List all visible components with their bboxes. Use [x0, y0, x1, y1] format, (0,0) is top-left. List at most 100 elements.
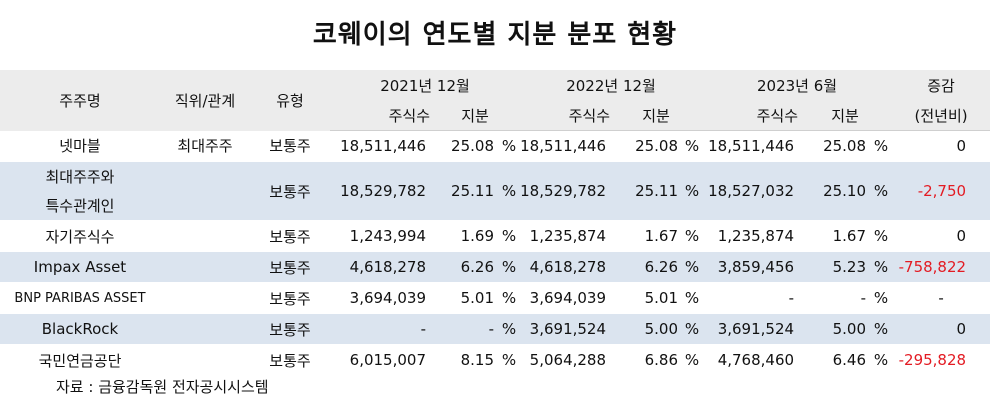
- position-cell: [160, 220, 250, 252]
- header-change-sub: (전년비): [892, 100, 990, 131]
- shares-2021: 4,618,278: [330, 251, 430, 283]
- position-cell: [160, 251, 250, 283]
- percent-2021: %: [498, 161, 521, 221]
- header-stake-2023: 지분: [798, 100, 893, 131]
- percent-2023: %: [870, 161, 893, 221]
- position-cell: [160, 161, 250, 221]
- header-period-2023: 2023년 6월: [702, 70, 893, 100]
- shares-2023: 3,859,456: [702, 251, 799, 283]
- shareholder-name-line: 넷마블: [59, 137, 101, 156]
- shares-2022: 18,511,446: [520, 130, 611, 162]
- change-cell: 0: [892, 313, 990, 345]
- type-cell: 보통주: [250, 130, 330, 162]
- stake-2022: 6.26: [610, 251, 683, 283]
- header-shares-2022: 주식수: [520, 100, 611, 131]
- change-cell: 0: [892, 220, 990, 252]
- percent-2022: %: [682, 251, 703, 283]
- change-cell: -295,828: [892, 344, 990, 376]
- table-row: 넷마블 최대주주 보통주 18,511,446 25.08% 18,511,446 25.0…: [0, 130, 990, 162]
- stake-2021: 1.69: [430, 220, 498, 252]
- type-cell: 보통주: [250, 220, 330, 252]
- header-stake-2022: 지분: [610, 100, 703, 131]
- stake-2021: -: [430, 313, 498, 345]
- table-row: Impax Asset 보통주 4,618,278 6.26% 4,618,278 6.2…: [0, 251, 990, 283]
- stake-2023: 6.46: [798, 344, 871, 376]
- stake-2021: 25.08: [430, 130, 498, 162]
- shareholder-name: 국민연금공단: [0, 344, 160, 376]
- shares-2023: 4,768,460: [702, 344, 799, 376]
- percent-2023: %: [870, 220, 893, 252]
- shares-2021: 1,243,994: [330, 220, 430, 252]
- change-cell: 0: [892, 130, 990, 162]
- percent-2021: %: [498, 282, 521, 314]
- percent-2022: %: [682, 130, 703, 162]
- stake-2023: 1.67: [798, 220, 871, 252]
- header-position: 직위/관계: [160, 70, 250, 131]
- percent-2021: %: [498, 313, 521, 345]
- header-stake-2021: 지분: [430, 100, 521, 131]
- shareholder-name-line: Impax Asset: [33, 258, 127, 276]
- percent-2023: %: [870, 344, 893, 376]
- stake-2021: 6.26: [430, 251, 498, 283]
- header-row-2: 주식수 지분 주식수 지분 주식수 지분 (전년비): [0, 100, 990, 131]
- shareholder-name-line: BlackRock: [41, 320, 119, 338]
- percent-2022: %: [682, 161, 703, 221]
- shareholder-name: Impax Asset: [0, 251, 160, 283]
- table-row: 자기주식수 보통주 1,243,994 1.69% 1,235,874 1.67% 1,23…: [0, 220, 990, 252]
- shares-2022: 1,235,874: [520, 220, 611, 252]
- shares-2023: -: [702, 282, 799, 314]
- percent-2023: %: [870, 313, 893, 345]
- shareholder-name: 자기주식수: [0, 220, 160, 252]
- shares-2023: 18,511,446: [702, 130, 799, 162]
- percent-2022: %: [682, 344, 703, 376]
- shares-2022: 5,064,288: [520, 344, 611, 376]
- stake-2021: 25.11: [430, 161, 498, 221]
- shares-2023: 18,527,032: [702, 161, 799, 221]
- type-cell: 보통주: [250, 313, 330, 345]
- header-shares-2023: 주식수: [702, 100, 799, 131]
- percent-2023: %: [870, 251, 893, 283]
- percent-2021: %: [498, 220, 521, 252]
- source-note: 자료 : 금융감독원 전자공시시스템: [56, 378, 269, 396]
- shareholding-table: 주주명 직위/관계 유형 2021년 12월 2022년 12월 2023년 6…: [0, 70, 990, 376]
- header-shares-2021: 주식수: [330, 100, 430, 131]
- header-type: 유형: [250, 70, 330, 131]
- stake-2022: 25.11: [610, 161, 683, 221]
- stake-2023: 25.08: [798, 130, 871, 162]
- stake-2023: 5.00: [798, 313, 871, 345]
- stake-2023: -: [798, 282, 871, 314]
- position-cell: [160, 313, 250, 345]
- header-shareholder: 주주명: [0, 70, 160, 131]
- table-row: BlackRock 보통주 - -% 3,691,524 5.00% 3,691,524 5.…: [0, 313, 990, 345]
- shareholder-name-line: 자기주식수: [45, 227, 115, 246]
- shares-2023: 1,235,874: [702, 220, 799, 252]
- shares-2021: 18,529,782: [330, 161, 430, 221]
- position-cell: [160, 282, 250, 314]
- header-period-2022: 2022년 12월: [520, 70, 703, 100]
- shares-2022: 18,529,782: [520, 161, 611, 221]
- shareholder-name: 최대주주와 특수관계인: [0, 161, 160, 221]
- shareholder-name-line: 최대주주와: [45, 168, 115, 186]
- shareholder-name: 넷마블: [0, 130, 160, 162]
- header-row-1: 주주명 직위/관계 유형 2021년 12월 2022년 12월 2023년 6…: [0, 70, 990, 131]
- shares-2021: 6,015,007: [330, 344, 430, 376]
- stake-2023: 5.23: [798, 251, 871, 283]
- percent-2023: %: [870, 282, 893, 314]
- stake-2021: 8.15: [430, 344, 498, 376]
- shares-2022: 3,691,524: [520, 313, 611, 345]
- shares-2023: 3,691,524: [702, 313, 799, 345]
- shares-2021: 18,511,446: [330, 130, 430, 162]
- page-title: 코웨이의 연도별 지분 분포 현황: [312, 20, 678, 50]
- percent-2021: %: [498, 344, 521, 376]
- type-cell: 보통주: [250, 282, 330, 314]
- change-cell: -: [892, 282, 990, 314]
- shares-2022: 4,618,278: [520, 251, 611, 283]
- percent-2021: %: [498, 130, 521, 162]
- shareholder-name-line: 국민연금공단: [38, 351, 122, 370]
- stake-2021: 5.01: [430, 282, 498, 314]
- stake-2022: 5.01: [610, 282, 683, 314]
- change-cell: -758,822: [892, 251, 990, 283]
- stake-2022: 25.08: [610, 130, 683, 162]
- shareholder-name: BNP PARIBAS ASSET: [0, 282, 160, 314]
- table-row: 최대주주와 특수관계인 보통주 18,529,782 25.11% 18,529,782 2…: [0, 161, 990, 221]
